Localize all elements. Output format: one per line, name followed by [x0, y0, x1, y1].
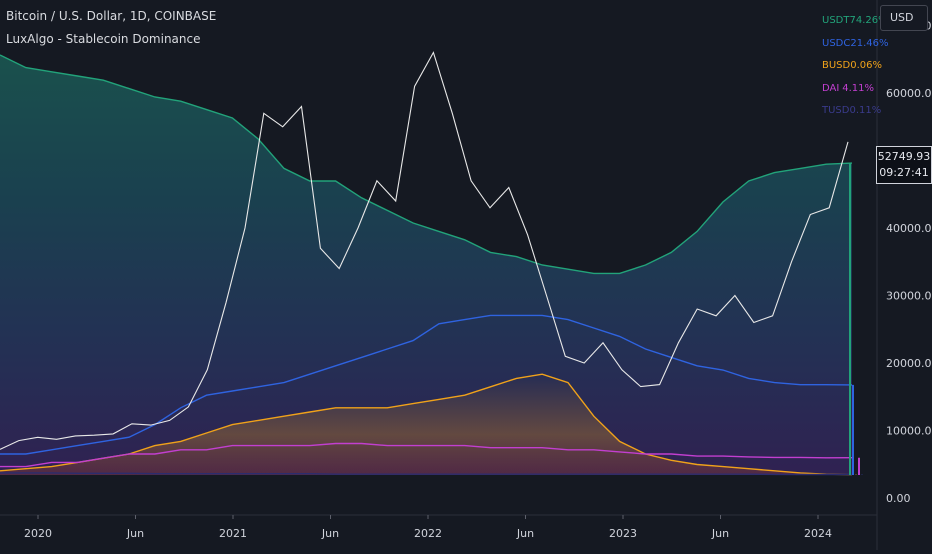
x-tick-label: 2020 — [24, 527, 52, 540]
legend-tusd: TUSD 0.11% — [822, 100, 881, 123]
y-tick-label: 30000.00 — [886, 290, 932, 303]
x-axis: 2020 Jun 2021 Jun 2022 Jun 2023 Jun 2024 — [0, 514, 877, 540]
y-tick-label: 60000.00 — [886, 87, 932, 100]
plot-area — [0, 51, 863, 476]
series-line-usdt — [0, 54, 853, 275]
x-tick-label: Jun — [126, 527, 144, 540]
legend-dai-value: 4.11% — [842, 82, 874, 94]
stablecoin-legend: USDT 74.26% USDC 21.46% BUSD 0.06% DAI 4… — [822, 10, 889, 123]
legend-busd-value: 0.06% — [850, 60, 883, 71]
symbol-title: Bitcoin / U.S. Dollar, 1D, COINBASE — [6, 9, 217, 23]
currency-button[interactable]: USD — [880, 5, 928, 31]
x-tick-label: Jun — [516, 527, 534, 540]
usdt-area — [0, 55, 852, 475]
legend-dai: DAI 4.11% — [822, 78, 874, 101]
series-line-usdc — [0, 314, 853, 455]
btc-price-line — [0, 51, 849, 450]
x-tick-label: 2023 — [609, 527, 637, 540]
y-axis: 70000.0060000.0050000.0040000.0030000.00… — [876, 0, 932, 550]
legend-busd-name: BUSD — [822, 60, 851, 71]
x-tick-label: Jun — [321, 527, 339, 540]
x-tick-label: 2024 — [804, 527, 832, 540]
series-line-tusd — [0, 472, 852, 476]
legend-usdc-value: 21.46% — [850, 37, 889, 49]
y-tick-label: 0.00 — [886, 492, 911, 505]
series-line-busd — [0, 373, 853, 476]
legend-usdt-name: USDT — [822, 15, 850, 26]
current-price-badge: 52749.93 09:27:41 — [876, 146, 932, 184]
bar-countdown: 09:27:41 — [879, 166, 929, 179]
busd-area — [0, 374, 852, 475]
x-tick-label: Jun — [711, 527, 729, 540]
legend-busd: BUSD 0.06% — [822, 55, 882, 78]
x-tick-label: 2021 — [219, 527, 247, 540]
legend-usdc-name: USDC — [822, 37, 851, 49]
legend-tusd-name: TUSD — [822, 105, 850, 116]
current-price-value: 52749.93 — [877, 150, 931, 163]
legend-usdt: USDT 74.26% — [822, 10, 888, 33]
legend-usdt-value: 74.26% — [849, 15, 888, 26]
legend-tusd-value: 0.11% — [849, 105, 882, 116]
legend-usdc: USDC 21.46% — [822, 33, 889, 56]
x-tick-label: 2022 — [414, 527, 442, 540]
y-tick-label: 10000.00 — [886, 425, 932, 438]
y-tick-label: 40000.00 — [886, 222, 932, 235]
y-tick-label: 20000.00 — [886, 357, 932, 370]
series-line-dai — [0, 442, 853, 468]
legend-dai-name: DAI — [822, 82, 840, 94]
indicator-title: LuxAlgo - Stablecoin Dominance — [6, 32, 201, 46]
